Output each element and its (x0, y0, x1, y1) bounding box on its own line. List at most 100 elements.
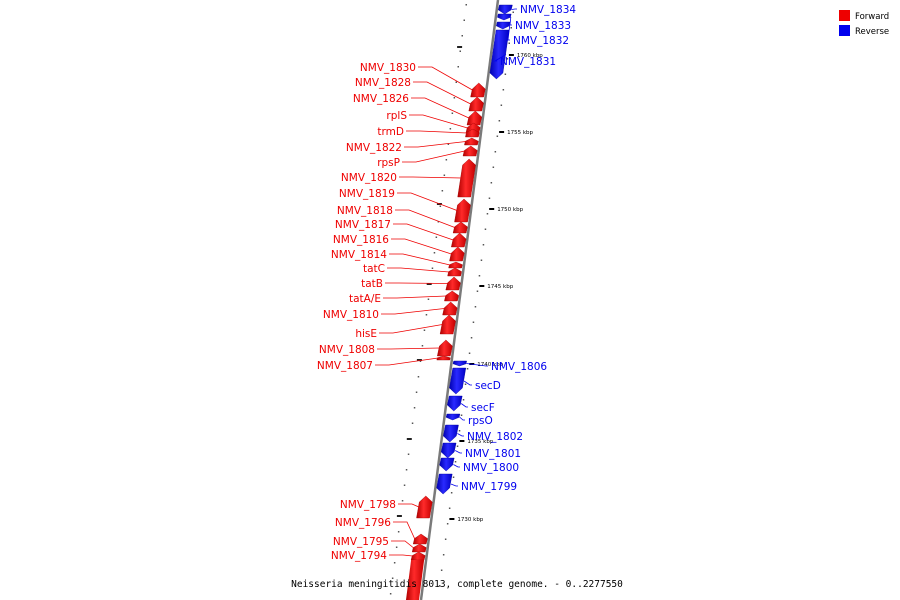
reverse-gene-label-nmv-1832[interactable]: NMV_1832 (513, 35, 569, 47)
forward-gene-nmv-1796[interactable] (412, 533, 428, 545)
forward-gene-partial (406, 560, 425, 600)
forward-gene-leader-line (411, 97, 470, 119)
forward-gene-nmv-1830[interactable] (470, 82, 486, 98)
minor-tick-mark (427, 298, 430, 300)
forward-gene-nmv-1826[interactable] (466, 110, 483, 126)
forward-gene-trmd[interactable] (465, 128, 480, 138)
forward-gene-nmv-1810[interactable] (442, 301, 458, 316)
forward-gene-nmv-1817[interactable] (451, 232, 467, 248)
forward-gene-label-nmv-1826[interactable]: NMV_1826 (353, 93, 409, 105)
reverse-gene-label-nmv-1802[interactable]: NMV_1802 (467, 431, 523, 443)
forward-gene-label-trmd[interactable]: trmD (377, 126, 404, 138)
reverse-gene-label-nmv-1801[interactable]: NMV_1801 (465, 448, 521, 460)
minor-tick-mark (452, 476, 455, 478)
legend-swatch-forward (839, 10, 850, 21)
minor-tick-mark (403, 484, 406, 486)
scale-tick (459, 440, 465, 442)
reverse-gene-secf[interactable] (447, 395, 463, 412)
gene-features (406, 4, 513, 600)
minor-tick-mark (405, 469, 408, 471)
forward-gene-nmv-1818[interactable] (452, 221, 468, 234)
reverse-gene-nmv-1833[interactable] (497, 13, 512, 21)
forward-gene-leader-line (418, 66, 473, 91)
forward-gene-nmv-1795[interactable] (411, 543, 427, 553)
reverse-gene-label-rpso[interactable]: rpsO (468, 415, 493, 427)
forward-gene-label-nmv-1830[interactable]: NMV_1830 (360, 62, 416, 74)
forward-gene-label-nmv-1819[interactable]: NMV_1819 (339, 188, 395, 200)
forward-gene-label-nmv-1818[interactable]: NMV_1818 (337, 205, 393, 217)
forward-gene-nmv-1794[interactable] (410, 551, 426, 561)
forward-gene-label-tatb[interactable]: tatB (361, 278, 383, 290)
reverse-gene-label-nmv-1833[interactable]: NMV_1833 (515, 20, 571, 32)
forward-gene-rpsp[interactable] (462, 145, 478, 157)
reverse-gene-label-secd[interactable]: secD (475, 380, 501, 392)
forward-gene-label-nmv-1795[interactable]: NMV_1795 (333, 536, 389, 548)
forward-gene-nmv-1820[interactable] (457, 158, 476, 198)
forward-gene-label-tatc[interactable]: tatC (363, 263, 385, 275)
minor-tick-mark (502, 89, 505, 91)
forward-gene-tatb[interactable] (445, 276, 461, 291)
reverse-gene-label-nmv-1834[interactable]: NMV_1834 (520, 4, 576, 16)
forward-gene-nmv-1807[interactable] (436, 355, 451, 361)
minor-tick-mark (488, 197, 491, 199)
reverse-gene-nmv-1834[interactable] (497, 4, 513, 15)
forward-gene-leader-line (393, 521, 416, 540)
forward-gene-label-nmv-1810[interactable]: NMV_1810 (323, 309, 379, 321)
reverse-gene-nmv-1799[interactable] (436, 473, 453, 495)
forward-gene-leader-line (383, 295, 447, 299)
forward-gene-label-nmv-1828[interactable]: NMV_1828 (355, 77, 411, 89)
reverse-gene-nmv-1832[interactable] (496, 21, 511, 30)
forward-gene-label-nmv-1794[interactable]: NMV_1794 (331, 550, 387, 562)
forward-gene-nmv-1828[interactable] (468, 96, 484, 112)
forward-gene-nmv-1798[interactable] (416, 495, 433, 519)
minor-tick-mark (508, 42, 510, 44)
forward-gene-label-nmv-1808[interactable]: NMV_1808 (319, 344, 375, 356)
track-dash (396, 515, 402, 517)
reverse-gene-nmv-1802[interactable] (443, 424, 459, 443)
scale-tick-label: 1750 kbp (497, 207, 523, 213)
forward-gene-leader-line (413, 81, 471, 105)
forward-gene-hise[interactable] (439, 314, 456, 335)
forward-gene-nmv-1816[interactable] (449, 246, 465, 262)
scale-tick (449, 518, 455, 520)
forward-gene-label-nmv-1807[interactable]: NMV_1807 (317, 360, 373, 372)
forward-gene-label-rpsp[interactable]: rpsP (377, 157, 400, 169)
reverse-gene-label-secf[interactable]: secF (471, 402, 495, 414)
reverse-gene-nmv-1831[interactable] (489, 29, 510, 80)
forward-gene-label-tata-e[interactable]: tatA/E (349, 293, 381, 305)
forward-gene-label-nmv-1820[interactable]: NMV_1820 (341, 172, 397, 184)
forward-gene-label-nmv-1796[interactable]: NMV_1796 (335, 517, 391, 529)
reverse-gene-nmv-1806[interactable] (452, 360, 467, 367)
forward-gene-nmv-1808[interactable] (437, 339, 453, 357)
minor-tick-mark (439, 205, 442, 207)
minor-tick-mark (482, 244, 485, 246)
reverse-gene-rpso[interactable] (445, 413, 461, 421)
forward-gene-tatc[interactable] (447, 267, 462, 277)
minor-tick-mark (464, 383, 467, 385)
minor-tick-mark (498, 120, 501, 122)
forward-gene-label-nmv-1814[interactable]: NMV_1814 (331, 249, 387, 261)
forward-gene-leader-line (389, 554, 413, 557)
reverse-gene-label-nmv-1800[interactable]: NMV_1800 (463, 462, 519, 474)
reverse-gene-label-nmv-1806[interactable]: NMV_1806 (491, 361, 547, 373)
reverse-gene-nmv-1800[interactable] (439, 457, 455, 472)
forward-gene-tata-e[interactable] (444, 290, 459, 302)
forward-gene-label-hise[interactable]: hisE (355, 328, 377, 340)
reverse-gene-secd[interactable] (449, 367, 467, 395)
scale-tick (508, 54, 514, 56)
minor-tick-mark (447, 143, 450, 145)
scale-tick-label: 1745 kbp (487, 284, 513, 290)
scale-tick (489, 208, 495, 210)
forward-gene-label-nmv-1798[interactable]: NMV_1798 (340, 499, 396, 511)
forward-gene-nmv-1822[interactable] (464, 137, 479, 146)
reverse-gene-nmv-1801[interactable] (440, 442, 457, 459)
reverse-gene-label-nmv-1831[interactable]: NMV_1831 (500, 56, 556, 68)
forward-gene-label-nmv-1816[interactable]: NMV_1816 (333, 234, 389, 246)
forward-gene-nmv-1814[interactable] (448, 261, 463, 269)
forward-gene-label-nmv-1817[interactable]: NMV_1817 (335, 219, 391, 231)
reverse-gene-label-nmv-1799[interactable]: NMV_1799 (461, 481, 517, 493)
forward-gene-label-rpls[interactable]: rplS (386, 110, 407, 122)
minor-tick-mark (421, 345, 424, 347)
forward-gene-label-nmv-1822[interactable]: NMV_1822 (346, 142, 402, 154)
legend: Forward Reverse (839, 10, 889, 37)
